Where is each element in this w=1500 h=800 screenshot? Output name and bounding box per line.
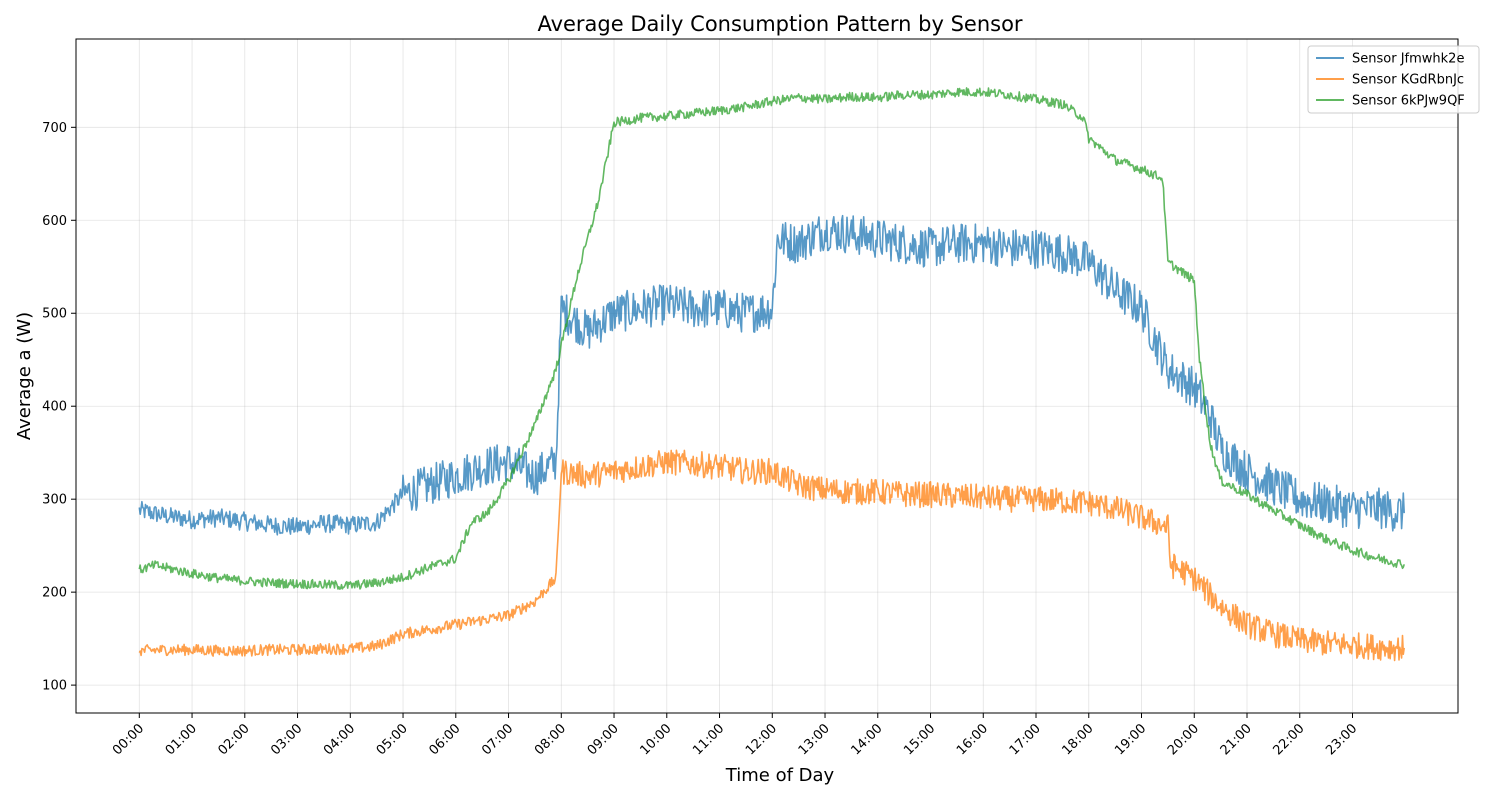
series-line — [138, 87, 1405, 590]
y-tick-label: 100 — [42, 679, 67, 694]
y-tick-label: 600 — [42, 214, 67, 229]
legend-label: Sensor Jfmwhk2e — [1352, 52, 1464, 67]
legend-label: Sensor KGdRbnJc — [1352, 73, 1464, 88]
series-line — [138, 214, 1405, 536]
y-tick-label: 400 — [42, 400, 67, 415]
plot-frame — [75, 38, 1459, 714]
y-tick-label: 700 — [42, 121, 67, 136]
y-tick-label: 500 — [42, 307, 67, 322]
legend-label: Sensor 6kPJw9QF — [1352, 94, 1465, 109]
chart-title: Average Daily Consumption Pattern by Sen… — [537, 12, 1022, 36]
y-tick-label: 200 — [42, 586, 67, 601]
series-line — [138, 449, 1405, 662]
series-layer — [138, 87, 1405, 662]
legend: Sensor Jfmwhk2e Sensor KGdRbnJc Sensor 6kP… — [1307, 45, 1480, 114]
x-axis-label: Time of Day — [725, 765, 835, 786]
y-tick-label: 300 — [42, 493, 67, 508]
y-axis-label: Average a (W) — [14, 312, 35, 440]
grid — [76, 39, 1458, 713]
legend-box — [1307, 45, 1480, 114]
